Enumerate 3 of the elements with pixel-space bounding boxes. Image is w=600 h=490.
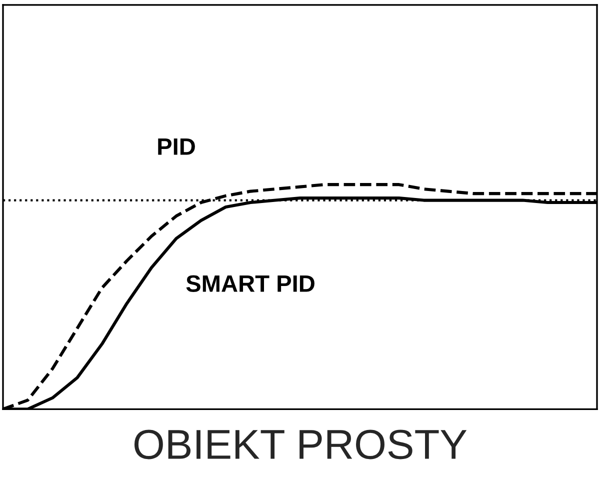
text: PID xyxy=(158,138,195,155)
series-label: SMART PID xyxy=(186,275,314,292)
x-axis-title: OBIEKT PROSTY xyxy=(134,430,467,460)
